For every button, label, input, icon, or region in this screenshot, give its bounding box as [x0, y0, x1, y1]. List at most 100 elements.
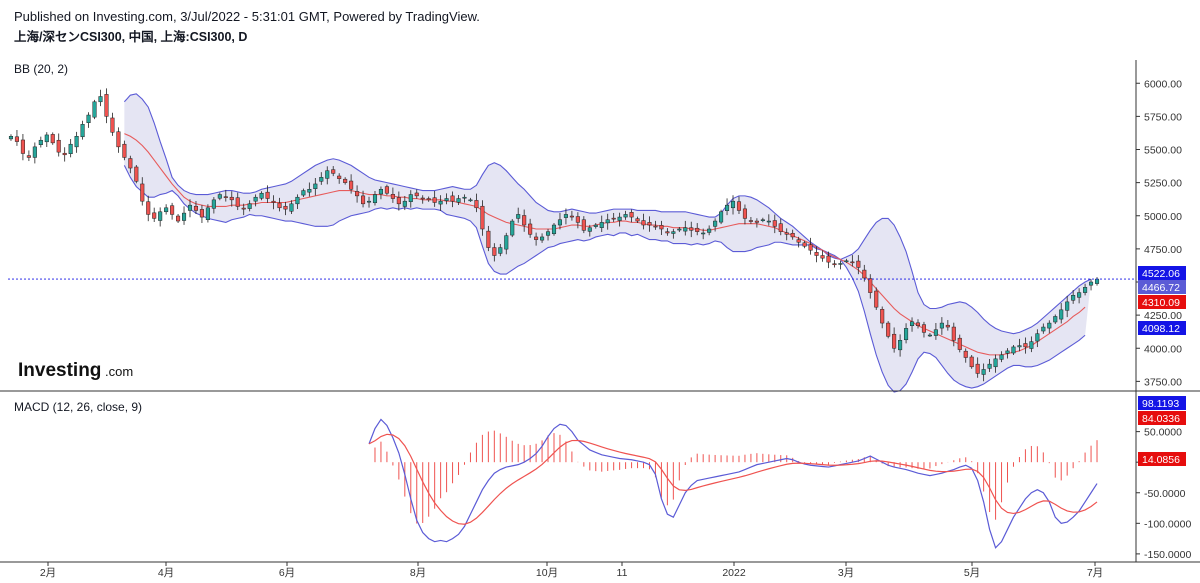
candle-body — [337, 175, 342, 179]
candle-body — [909, 321, 915, 326]
candle — [730, 195, 736, 215]
candle — [826, 251, 831, 269]
candle — [510, 219, 515, 238]
price-tag: 4098.12 — [1138, 321, 1186, 335]
candle-body — [229, 196, 234, 201]
candle-body — [528, 223, 533, 235]
candle — [480, 200, 485, 236]
candle — [271, 195, 276, 210]
candle — [44, 132, 49, 147]
candle-body — [32, 146, 37, 158]
bb-indicator-label[interactable]: BB (20, 2) — [14, 62, 68, 76]
candle — [8, 134, 14, 141]
candle-body — [1011, 346, 1016, 354]
candle — [963, 348, 968, 363]
candle — [1011, 344, 1016, 356]
candle — [128, 155, 133, 174]
candle — [1065, 295, 1070, 318]
candle-body — [146, 201, 151, 215]
price-tags: 4522.06 4466.72 4310.09 4098.12 98.1193 84.03… — [1138, 266, 1186, 466]
macd-tag-bg — [1138, 452, 1186, 466]
candle-body — [187, 204, 193, 211]
candle-body — [1077, 292, 1082, 298]
candle-body — [814, 252, 819, 256]
candle — [557, 212, 563, 230]
candle-body — [886, 322, 891, 337]
candle — [551, 223, 557, 236]
candle-body — [802, 242, 807, 247]
candle-body — [677, 228, 682, 231]
macd-indicator-label[interactable]: MACD (12, 26, close, 9) — [14, 400, 142, 414]
candle — [146, 195, 151, 222]
candle — [1071, 290, 1076, 304]
candle — [1023, 337, 1028, 354]
candle-body — [426, 198, 431, 201]
candle-body — [199, 209, 204, 218]
candle — [850, 255, 855, 267]
price-tick-label: 4250.00 — [1144, 310, 1182, 322]
candle-body — [516, 214, 521, 219]
candle — [486, 225, 491, 252]
candle-body — [784, 232, 789, 235]
candle — [259, 191, 264, 201]
candle-body — [343, 178, 348, 183]
candle — [1059, 303, 1064, 324]
candle-body — [211, 199, 216, 209]
candle — [38, 136, 43, 148]
candle-body — [283, 205, 288, 210]
candle-body — [587, 227, 592, 232]
candle-body — [80, 124, 85, 138]
macd-tick-label: 50.0000 — [1144, 427, 1182, 439]
candle — [898, 334, 903, 357]
candle — [462, 194, 467, 203]
candle-body — [205, 207, 210, 220]
candle — [211, 197, 216, 214]
candle — [241, 203, 246, 216]
candle — [265, 185, 270, 203]
candle-body — [993, 358, 998, 368]
macd-tick-label: -150.0000 — [1144, 549, 1191, 561]
candle-body — [796, 239, 801, 243]
candle-body — [271, 200, 276, 203]
candle-body — [56, 139, 61, 153]
candle — [337, 173, 342, 184]
candle-body — [921, 324, 927, 333]
candle-body — [898, 340, 903, 351]
macd-tag-text: 84.0336 — [1142, 413, 1180, 425]
price-tick-label: 5750.00 — [1144, 111, 1182, 123]
candle-body — [1071, 295, 1076, 301]
time-tick-label: 2022 — [722, 567, 746, 579]
macd-tag: 14.0856 — [1138, 452, 1186, 466]
candle-body — [38, 139, 43, 145]
candle — [808, 237, 813, 255]
bollinger-bands — [123, 93, 1092, 393]
candle — [1077, 288, 1082, 304]
candle-body — [939, 322, 944, 329]
candle-body — [635, 218, 640, 222]
candle-body — [349, 180, 354, 190]
candle — [820, 250, 825, 262]
logo-main: Investing — [18, 360, 101, 381]
candle — [134, 165, 139, 184]
candle — [790, 229, 795, 240]
candle — [366, 196, 372, 208]
candle-body — [748, 220, 753, 222]
candle-body — [957, 337, 962, 350]
candle — [361, 190, 366, 208]
candle-body — [790, 232, 795, 238]
candle — [331, 166, 336, 177]
time-tick-label: 2月 — [40, 567, 56, 579]
candle-body — [265, 191, 270, 199]
candle — [671, 228, 676, 239]
candle — [307, 182, 312, 197]
candle — [396, 191, 401, 211]
candle — [116, 127, 121, 153]
candle-body — [468, 199, 473, 202]
candle — [921, 321, 927, 338]
candle — [1053, 314, 1058, 325]
candle-body — [432, 197, 437, 203]
candle — [110, 112, 115, 136]
candle — [176, 214, 181, 224]
candle-body — [969, 356, 974, 368]
